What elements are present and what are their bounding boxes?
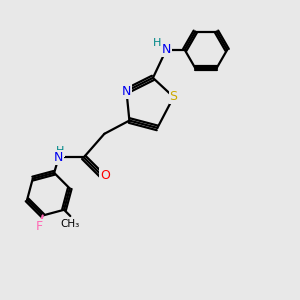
- Text: CH₃: CH₃: [61, 219, 80, 229]
- Text: O: O: [100, 169, 110, 182]
- Text: S: S: [169, 91, 178, 103]
- Text: N: N: [54, 151, 63, 164]
- Text: H: H: [153, 38, 161, 48]
- Text: F: F: [36, 220, 43, 233]
- Text: H: H: [56, 146, 64, 156]
- Text: N: N: [122, 85, 131, 98]
- Text: N: N: [161, 44, 171, 56]
